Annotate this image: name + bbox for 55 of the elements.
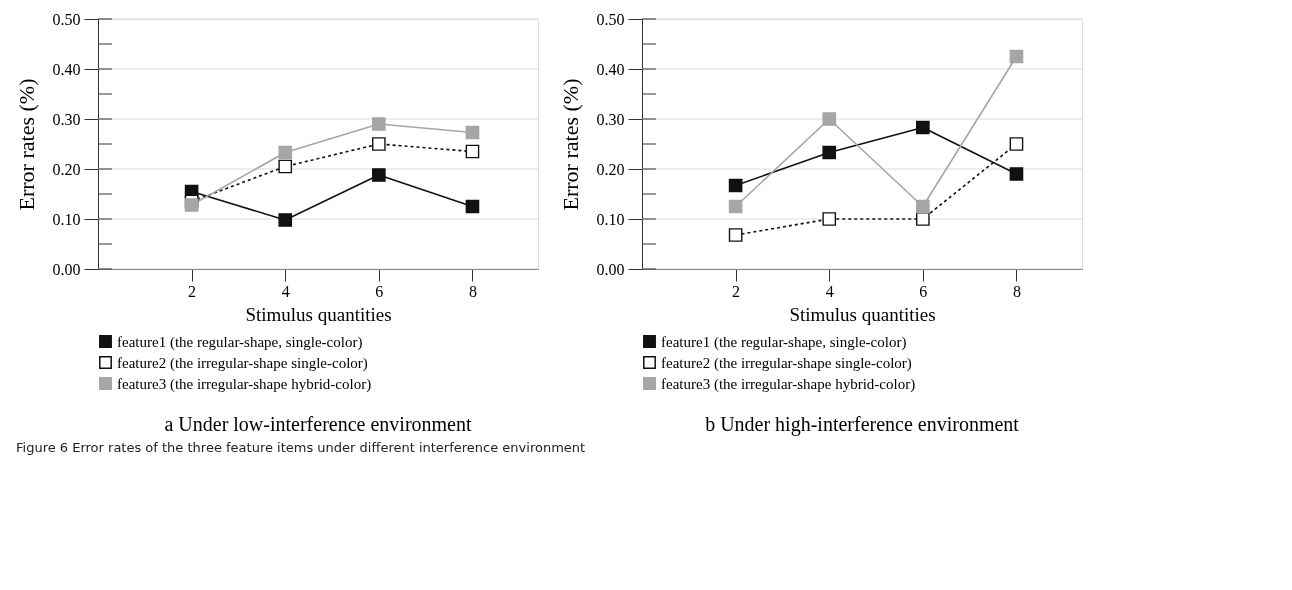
legend-label: feature3 (the irregular-shape hybrid-color) [661,375,916,393]
point [465,144,480,159]
x-tick-label: 8 [1012,282,1021,300]
point [1009,167,1024,181]
point [372,168,386,182]
point [278,145,293,160]
point [728,178,743,193]
legend-label: feature1 (the regular-shape, single-color) [661,333,907,351]
caption: Figure 6 Error rates of the three feature items under different interference environment [16,440,587,455]
point [728,228,743,242]
legend-label: feature2 (the irregular-shape single-color) [117,354,368,372]
point [822,112,837,126]
y-tick-label: 0.30 [52,110,81,128]
y-tick-label: 0.40 [596,60,625,78]
point [1009,49,1024,64]
point [728,199,743,214]
y-tick-label: 0.50 [596,10,625,28]
x-tick-label: 8 [468,282,477,300]
x-tick-label: 4 [281,282,290,300]
point [465,125,480,140]
y-tick-label: 0.20 [596,160,625,178]
point [822,212,837,226]
y-axis-title: Error rates (%) [13,78,39,211]
point [465,199,480,214]
point [184,198,199,212]
text: a Under low-interference environment [164,413,472,435]
y-tick-label: 0.00 [52,260,81,278]
point [372,137,386,151]
text: b Under high-interference environment [705,413,1020,436]
point [278,213,293,227]
x-tick-label: 6 [375,282,384,300]
x-tick-label: 4 [825,282,834,300]
y-tick-label: 0.10 [52,210,81,228]
y-tick-label: 0.50 [52,10,81,28]
point [916,120,930,135]
point [372,117,386,131]
y-tick-label: 0.30 [596,110,625,128]
y-tick-label: 0.00 [596,260,625,278]
legend-label: feature1 (the regular-shape, single-color) [117,333,363,351]
point [916,212,930,226]
x-tick-label: 2 [188,282,197,300]
x-axis-title: Stimulus quantities [789,303,936,325]
y-tick-label: 0.20 [52,160,81,178]
y-tick-label: 0.10 [596,210,625,228]
point [1009,137,1024,151]
x-tick-label: 2 [732,282,741,300]
point [822,145,837,160]
y-tick-label: 0.40 [52,60,81,78]
legend-label: feature3 (the irregular-shape hybrid-color) [117,375,372,393]
point [916,199,930,214]
x-tick-label: 6 [919,282,928,300]
point [278,159,293,174]
legend-label: feature2 (the irregular-shape single-color) [661,354,912,372]
y-axis-title: Error rates (%) [557,78,583,211]
x-axis-title: Stimulus quantities [245,303,392,325]
